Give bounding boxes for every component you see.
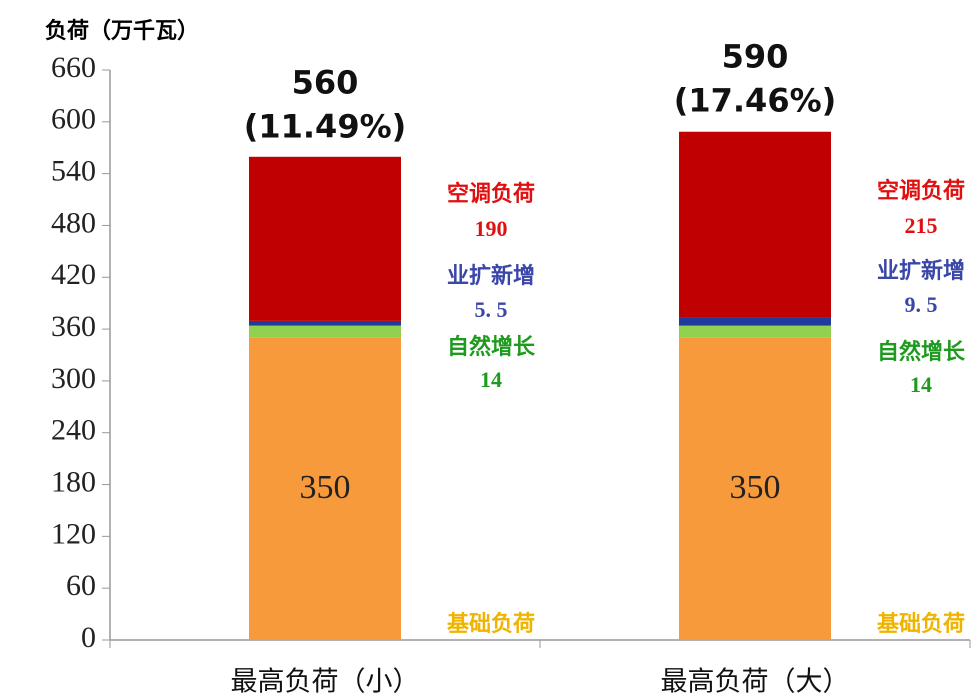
y-tick-label: 60 [66,569,96,602]
bar-segment [249,156,401,321]
y-tick-label: 0 [81,621,96,654]
y-tick-label: 120 [51,517,96,550]
segment-name: 空调负荷 [877,178,965,204]
total-label: 560 [292,63,359,101]
segment-name: 自然增长 [447,334,536,360]
value-label: 14 [480,367,502,392]
value-label: 215 [905,213,938,238]
x-tick-label: 最高负荷（大） [661,667,850,698]
value-label: 190 [475,216,508,241]
segment-name: 业扩新增 [447,263,535,289]
bar-segment [679,337,831,640]
y-axis-label: 负荷（万千瓦） [45,19,199,44]
y-tick-label: 300 [51,362,96,395]
y-tick-label: 180 [51,465,96,498]
value-label: 350 [300,469,351,506]
total-growth-label: (11.49%) [244,107,407,145]
total-growth-label: (17.46%) [674,81,837,119]
y-tick-label: 360 [51,310,96,343]
bar-segment [249,337,401,640]
segment-name: 自然增长 [877,339,966,365]
segment-name: 基础负荷 [447,612,535,637]
total-label: 590 [722,37,789,75]
y-tick-label: 540 [51,155,96,188]
value-label: 5. 5 [475,297,508,322]
y-tick-label: 660 [51,51,96,84]
y-tick-label: 600 [51,103,96,136]
bar-segment [249,320,401,326]
value-label: 14 [910,372,932,397]
bar-segment [679,325,831,338]
x-tick-label: 最高负荷（小） [231,667,420,698]
value-label: 350 [730,469,781,506]
y-tick-label: 240 [51,414,96,447]
bar-segment [249,325,401,338]
value-label: 9. 5 [905,292,938,317]
segment-name: 基础负荷 [877,612,965,637]
y-tick-label: 480 [51,206,96,239]
bar-segment [679,317,831,326]
bar-segment [679,131,831,318]
segment-name: 业扩新增 [877,258,965,284]
y-tick-label: 420 [51,258,96,291]
segment-name: 空调负荷 [447,181,535,207]
